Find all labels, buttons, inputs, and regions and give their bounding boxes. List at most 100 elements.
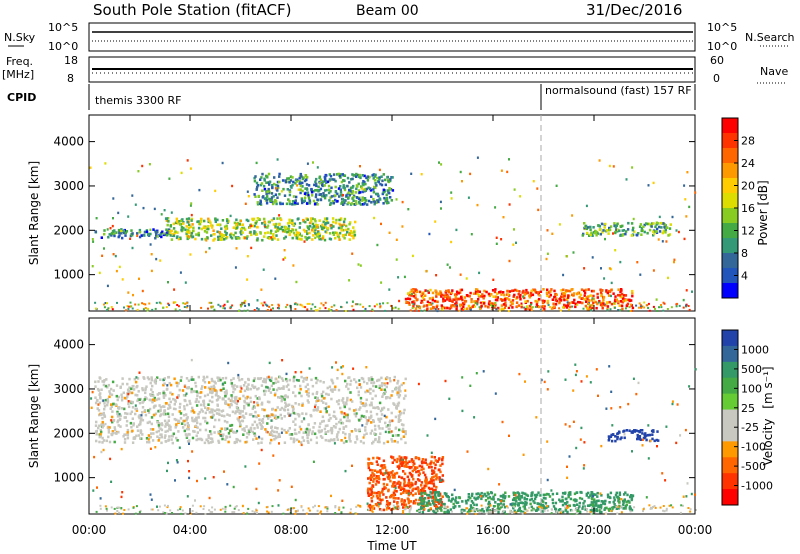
heatmap-cell [516, 305, 519, 308]
heatmap-cell [569, 508, 573, 512]
heatmap-cell [176, 222, 180, 225]
heatmap-cell [322, 419, 325, 423]
heatmap-cell [248, 304, 250, 307]
heatmap-cell [506, 289, 509, 293]
heatmap-cell [574, 302, 577, 306]
heatmap-cell [200, 227, 204, 231]
heatmap-cell [383, 383, 386, 387]
heatmap-cell [122, 391, 125, 395]
heatmap-cell [323, 238, 327, 242]
heatmap-cell [420, 309, 422, 312]
heatmap-cell [204, 411, 207, 415]
heatmap-cell [273, 237, 276, 240]
heatmap-cell [354, 414, 358, 418]
heatmap-cell [442, 299, 445, 303]
heatmap-cell [504, 307, 506, 309]
heatmap-cell [494, 303, 497, 307]
heatmap-cell [190, 375, 194, 379]
heatmap-cell [385, 196, 389, 200]
heatmap-cell [467, 493, 470, 496]
heatmap-cell [172, 407, 176, 411]
heatmap-cell [345, 194, 348, 197]
heatmap-cell [89, 166, 92, 169]
heatmap-cell [164, 430, 167, 433]
heatmap-cell [380, 382, 384, 385]
heatmap-cell [399, 413, 402, 416]
heatmap-cell [348, 231, 352, 235]
heatmap-cell [339, 176, 342, 179]
heatmap-cell [617, 288, 620, 291]
heatmap-cell [119, 386, 122, 389]
heatmap-cell [566, 289, 570, 293]
heatmap-cell [172, 227, 176, 230]
heatmap-cell [365, 199, 368, 202]
heatmap-cell [144, 307, 147, 309]
heatmap-cell [404, 389, 407, 392]
heatmap-cell [616, 505, 619, 508]
heatmap-cell [373, 200, 377, 204]
heatmap-cell [315, 177, 318, 181]
heatmap-cell [320, 430, 323, 433]
heatmap-cell [247, 432, 251, 436]
heatmap-cell [371, 308, 374, 311]
heatmap-cell [360, 402, 363, 405]
heatmap-cell [530, 289, 533, 293]
heatmap-cell [431, 499, 434, 503]
heatmap-cell [260, 403, 263, 406]
heatmap-cell [95, 420, 98, 424]
heatmap-cell [398, 484, 401, 487]
heatmap-cell [285, 377, 288, 381]
heatmap-cell [608, 437, 611, 441]
heatmap-cell [274, 225, 277, 228]
heatmap-cell [197, 375, 200, 379]
heatmap-cell [339, 185, 342, 188]
heatmap-cell [246, 388, 250, 391]
heatmap-cell [416, 305, 419, 308]
heatmap-cell [146, 421, 149, 425]
heatmap-cell [124, 231, 127, 235]
heatmap-cell [352, 226, 355, 229]
heatmap-cell [341, 421, 345, 425]
heatmap-cell [208, 496, 211, 500]
heatmap-cell [201, 385, 204, 388]
heatmap-cell [267, 377, 271, 380]
heatmap-cell [263, 415, 266, 418]
heatmap-cell [443, 299, 447, 302]
heatmap-cell [185, 417, 189, 420]
heatmap-cell [266, 304, 269, 307]
heatmap-cell [427, 496, 430, 500]
heatmap-cell [407, 478, 411, 482]
heatmap-cell [149, 432, 153, 435]
heatmap-cell [440, 478, 443, 481]
heatmap-cell [280, 406, 284, 410]
heatmap-cell [263, 217, 266, 221]
heatmap-cell [429, 507, 432, 510]
heatmap-cell [621, 297, 625, 301]
heatmap-cell [251, 218, 255, 222]
heatmap-cell [590, 509, 594, 513]
heatmap-cell [324, 176, 327, 179]
heatmap-cell [612, 232, 614, 235]
heatmap-cell [604, 222, 607, 226]
heatmap-cell [424, 294, 427, 297]
heatmap-cell [546, 301, 550, 305]
heatmap-cell [423, 486, 426, 490]
heatmap-cell [404, 430, 407, 433]
heatmap-cell [330, 426, 333, 430]
heatmap-cell [234, 396, 237, 400]
heatmap-cell [212, 476, 215, 479]
heatmap-cell [200, 391, 203, 394]
heatmap-cell [370, 421, 373, 424]
heatmap-cell [175, 418, 178, 422]
heatmap-cell [227, 361, 230, 365]
heatmap-cell [477, 492, 480, 495]
heatmap-cell [261, 189, 264, 192]
heatmap-cell [574, 363, 577, 366]
heatmap-cell [399, 488, 402, 491]
heatmap-cell [402, 506, 405, 509]
heatmap-cell [409, 309, 412, 312]
heatmap-cell [266, 226, 269, 229]
heatmap-cell [379, 499, 383, 502]
heatmap-cell [264, 380, 267, 384]
heatmap-cell [578, 510, 582, 514]
